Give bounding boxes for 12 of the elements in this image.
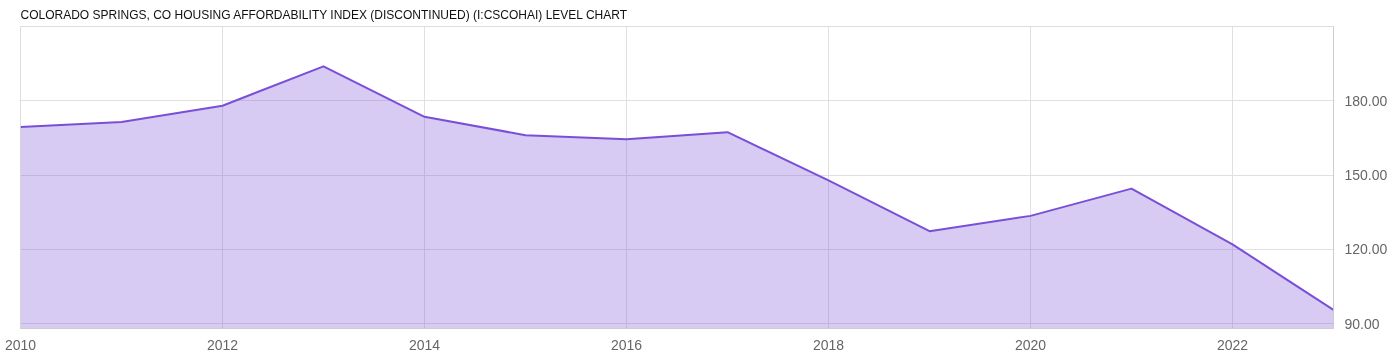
y-tick-label: 90.00 xyxy=(1344,315,1380,332)
y-tick-label: 180.00 xyxy=(1344,92,1388,109)
x-tick-label: 2022 xyxy=(1216,336,1249,353)
y-tick-label: 150.00 xyxy=(1344,167,1388,184)
x-tick-label: 2016 xyxy=(610,336,643,353)
x-tick-label: 2010 xyxy=(4,336,37,353)
x-tick-label: 2018 xyxy=(812,336,845,353)
chart-title: COLORADO SPRINGS, CO HOUSING AFFORDABILITY INDEX (DISCONTINUED) (I:CSCOHAI) LEVEL CHART xyxy=(20,7,628,22)
x-tick-label: 2020 xyxy=(1014,336,1047,353)
y-tick-label: 120.00 xyxy=(1344,241,1388,258)
x-tick-label: 2012 xyxy=(206,336,239,353)
x-tick-label: 2014 xyxy=(408,336,441,353)
